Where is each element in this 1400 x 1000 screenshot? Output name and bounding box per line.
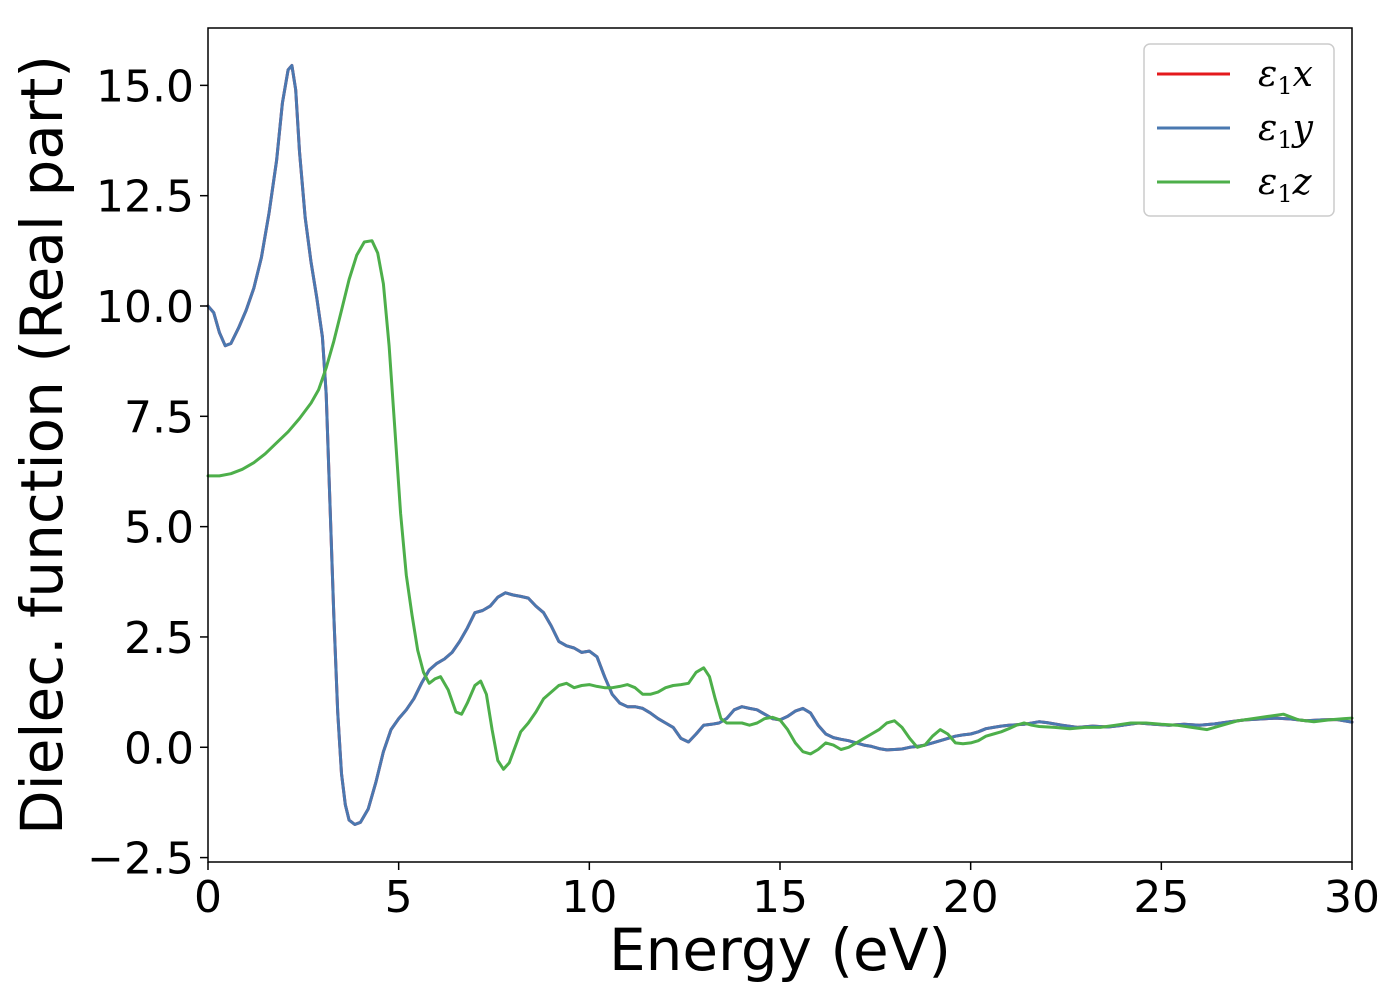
legend-label-symbol: ε	[1258, 162, 1277, 203]
legend-label-x: ε1x	[1258, 54, 1313, 100]
y-tick-label: 15.0	[96, 61, 194, 112]
legend-box	[1143, 43, 1335, 217]
legend-label-subscript: 1	[1277, 72, 1292, 100]
series-layer	[206, 64, 1354, 826]
legend-label-symbol: ε	[1258, 54, 1277, 95]
tick-layer: 0 5 10 15 20 25 30 −2.5 0.0 2.5 5.0 7.5 10.0 12.5 15.0	[87, 61, 1380, 923]
y-tick-label: 0.0	[124, 723, 194, 774]
y-axis-title: Dielec. function (Real part)	[8, 55, 76, 835]
y-tick-label: 7.5	[124, 392, 194, 443]
y-tick-label: 5.0	[124, 503, 194, 554]
legend-label-component: z	[1292, 162, 1313, 203]
series-line-z	[206, 239, 1354, 771]
plot-frame	[207, 27, 1353, 863]
y-tick-label: 10.0	[96, 282, 194, 333]
x-tick-label: 5	[385, 872, 413, 923]
legend-label-subscript: 1	[1277, 126, 1292, 154]
legend-label-symbol: ε	[1258, 108, 1277, 149]
x-axis-title: Energy (eV)	[609, 916, 951, 984]
legend-label-component: x	[1293, 54, 1313, 95]
y-tick-label: 2.5	[124, 613, 194, 664]
legend-label-y: ε1y	[1258, 108, 1314, 154]
y-tick-label: −2.5	[87, 834, 194, 885]
x-tick-label: 15	[752, 872, 808, 923]
legend-label-component: y	[1291, 108, 1314, 149]
x-tick-label: 0	[194, 872, 222, 923]
legend-label-subscript: 1	[1277, 180, 1292, 208]
legend-label-z: ε1z	[1258, 162, 1313, 208]
x-tick-label: 20	[943, 872, 999, 923]
x-tick-label: 25	[1133, 872, 1189, 923]
y-tick-label: 12.5	[96, 172, 194, 223]
x-tick-label: 10	[561, 872, 617, 923]
x-tick-label: 30	[1324, 872, 1380, 923]
